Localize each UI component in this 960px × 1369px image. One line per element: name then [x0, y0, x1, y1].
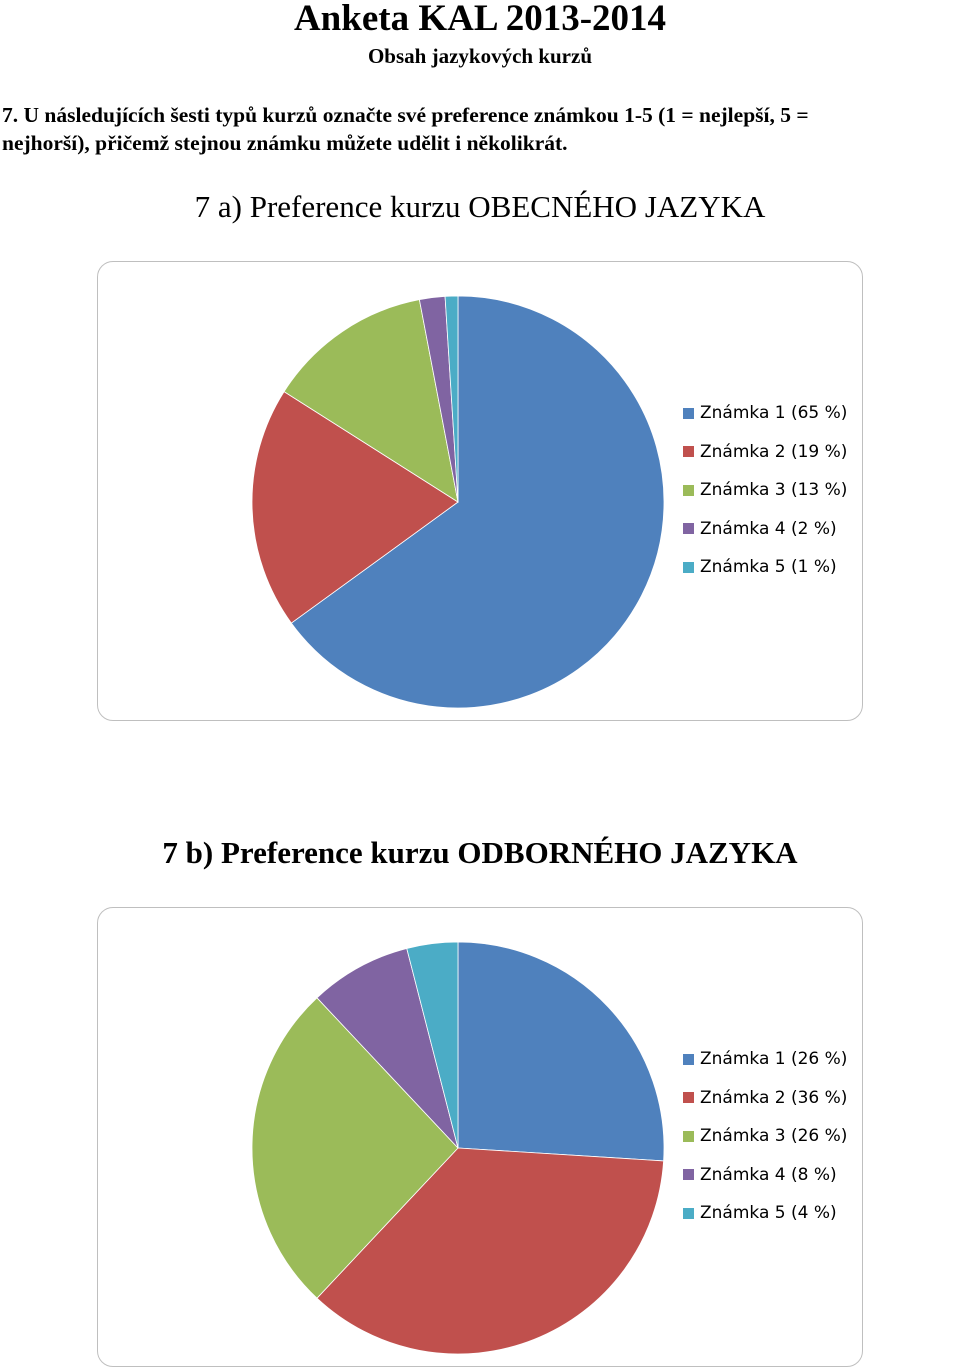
legend-item: Známka 3 (26 %) [683, 1117, 847, 1156]
pie-slice-5 [444, 295, 459, 503]
legend-label: Známka 2 (36 %) [700, 1087, 848, 1108]
chart-b-frame: Známka 1 (26 %) Známka 2 (36 %) Známka 3 (… [97, 907, 863, 1367]
pie-slice-2 [251, 391, 459, 624]
legend-item: Známka 5 (4 %) [683, 1194, 847, 1233]
pie-slice-1 [457, 941, 665, 1162]
chart-a-frame: Známka 1 (65 %) Známka 2 (19 %) Známka 3 (… [97, 261, 863, 721]
legend-item: Známka 1 (26 %) [683, 1040, 847, 1079]
legend-label: Známka 3 (13 %) [700, 480, 848, 500]
chart-a-title: 7 a) Preference kurzu OBECNÉHO JAZYKA [194, 189, 766, 224]
chart-b-pie [251, 941, 665, 1355]
legend-label: Známka 3 (26 %) [700, 1126, 848, 1146]
chart-a-pie [251, 295, 665, 709]
chart-b-legend: Známka 1 (26 %) Známka 2 (36 %) Známka 3 (… [683, 1040, 847, 1233]
legend-label: Známka 4 (8 %) [700, 1164, 837, 1185]
legend-label: Známka 5 (4 %) [700, 1203, 837, 1223]
legend-item: Známka 1 (65 %) [683, 394, 847, 433]
legend-label: Známka 2 (19 %) [700, 441, 848, 462]
document-subtitle: Obsah jazykových kurzů [367, 44, 593, 68]
chart-b-title: 7 b) Preference kurzu ODBORNÉHO JAZYKA [162, 835, 798, 870]
legend-swatch [683, 1207, 694, 1219]
pie-slice-1 [290, 295, 665, 709]
pie-slice-2 [316, 1147, 665, 1355]
pie-slice-3 [283, 299, 459, 503]
pie-slice-4 [316, 947, 459, 1149]
legend-swatch [683, 484, 694, 496]
legend-label: Známka 4 (2 %) [700, 518, 837, 539]
pie-slice-3 [251, 997, 459, 1299]
legend-swatch [683, 1053, 694, 1065]
legend-swatch [683, 523, 694, 535]
legend-item: Známka 4 (8 %) [683, 1156, 847, 1195]
document-title: Anketa KAL 2013-2014 [293, 0, 667, 39]
legend-item: Známka 2 (19 %) [683, 433, 847, 472]
legend-label: Známka 1 (65 %) [700, 403, 848, 423]
legend-label: Známka 5 (1 %) [700, 557, 837, 577]
legend-swatch [683, 1169, 694, 1181]
legend-swatch [683, 561, 694, 573]
legend-item: Známka 4 (2 %) [683, 510, 847, 549]
legend-swatch [683, 1130, 694, 1142]
legend-item: Známka 5 (1 %) [683, 548, 847, 587]
legend-swatch [683, 407, 694, 419]
legend-swatch [683, 1092, 694, 1104]
legend-item: Známka 3 (13 %) [683, 471, 847, 510]
legend-label: Známka 1 (26 %) [700, 1049, 848, 1069]
legend-item: Známka 2 (36 %) [683, 1079, 847, 1118]
question-text: 7. U následujících šesti typů kurzů ozna… [2, 103, 809, 155]
legend-swatch [683, 446, 694, 458]
chart-a-legend: Známka 1 (65 %) Známka 2 (19 %) Známka 3 (… [683, 394, 847, 587]
pie-slice-5 [406, 941, 459, 1149]
